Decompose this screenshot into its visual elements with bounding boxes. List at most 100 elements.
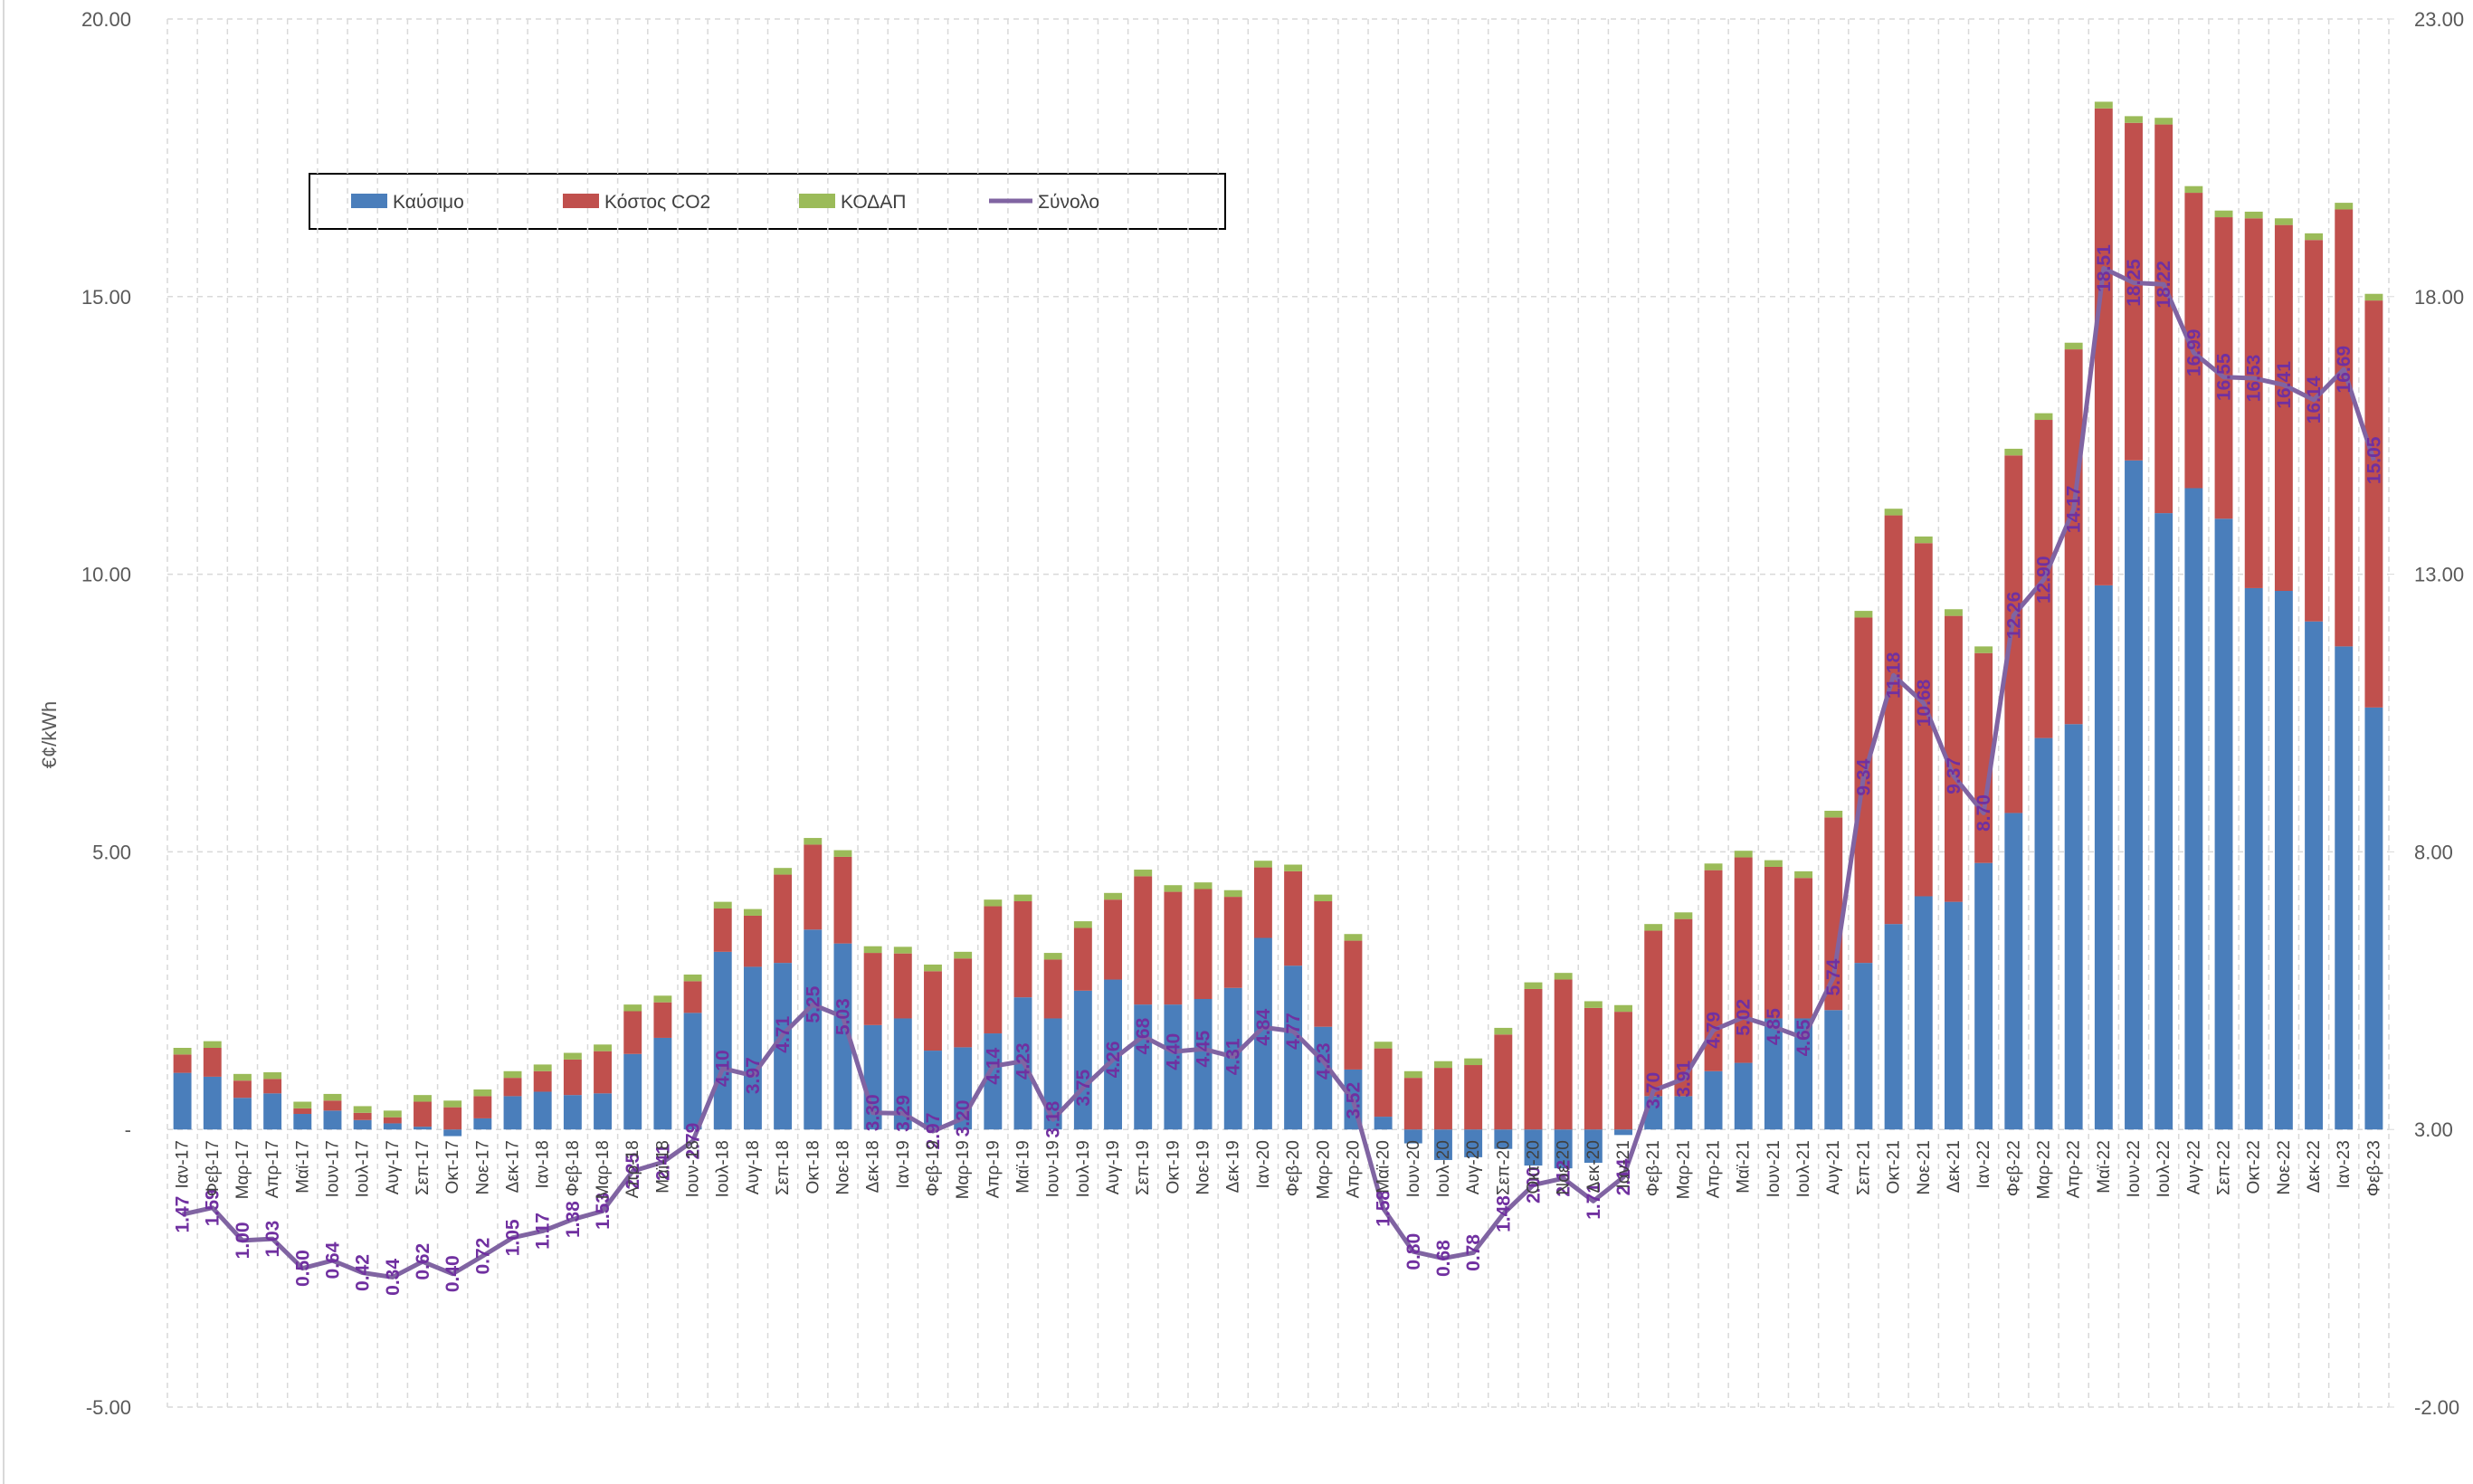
bar-segment (774, 963, 793, 1130)
bar-segment (323, 1110, 342, 1130)
data-label: 15.05 (2364, 436, 2384, 484)
legend-label: ΚΟΔΑΠ (841, 192, 906, 213)
bar-segment (2364, 707, 2383, 1130)
bar-segment (743, 908, 762, 916)
bar-segment (2305, 233, 2324, 241)
data-label: 3.97 (743, 1057, 764, 1094)
x-tick-label: Οκτ-21 (1885, 1140, 1904, 1194)
bar-segment (1134, 1004, 1153, 1130)
bar-segment (1013, 901, 1032, 998)
data-label: 1.71 (1584, 1183, 1604, 1220)
x-tick-label: Ιαν-18 (534, 1140, 553, 1188)
bar-segment (683, 1013, 702, 1130)
x-tick-label: Σεπ-19 (1134, 1140, 1153, 1195)
bar-segment (263, 1093, 282, 1130)
bar-segment (713, 951, 732, 1130)
data-label: 8.70 (1974, 794, 1994, 832)
bar-segment (1614, 1012, 1632, 1130)
data-label: 1.59 (203, 1189, 224, 1226)
x-tick-label: Νοε-20 (1555, 1140, 1574, 1194)
bar-segment (2064, 342, 2083, 350)
bar-segment (833, 850, 852, 857)
bar-segment (954, 958, 973, 1048)
bar-segment (2004, 448, 2023, 456)
bar-segment (1073, 928, 1092, 991)
bar-segment (2034, 737, 2053, 1130)
bar-segment (1914, 536, 1933, 544)
bar-segment (2244, 587, 2263, 1130)
x-tick-label: Σεπ-20 (1494, 1140, 1513, 1195)
bar-segment (2244, 218, 2263, 588)
x-tick-label: Οκτ-17 (443, 1140, 462, 1194)
bar-segment (924, 971, 942, 1051)
bar-segment (1253, 937, 1272, 1130)
x-tick-label: Ιαν-17 (174, 1140, 193, 1188)
bar-segment (1794, 870, 1813, 879)
bar-segment (2184, 193, 2203, 489)
data-label: 4.23 (1313, 1042, 1334, 1080)
legend-swatch (799, 194, 835, 208)
bar-segment (2335, 203, 2354, 210)
data-label: 3.18 (1043, 1100, 1064, 1137)
data-label: 16.69 (2334, 346, 2354, 394)
bar-segment (1884, 924, 1903, 1130)
data-label: 16.55 (2214, 353, 2235, 401)
bar-segment (443, 1129, 462, 1137)
x-tick-label: Δεκ-22 (2305, 1140, 2324, 1193)
bar-segment (2094, 101, 2113, 109)
data-label: 0.50 (292, 1250, 313, 1287)
bar-segment (1704, 870, 1723, 1071)
bar-segment (1253, 867, 1272, 938)
data-label: 14.17 (2064, 486, 2085, 534)
data-label: 1.48 (1493, 1195, 1514, 1232)
x-tick-label: Ιουν-19 (1044, 1140, 1063, 1197)
data-label: 4.26 (1103, 1041, 1124, 1078)
x-tick-label: Νοε-21 (1915, 1140, 1934, 1194)
x-tick-label: Απρ-22 (2065, 1140, 2084, 1198)
bar-segment (2125, 122, 2143, 461)
data-label: 1.05 (503, 1219, 524, 1256)
bar-segment (1945, 901, 1963, 1130)
legend-swatch (351, 194, 387, 208)
line (182, 266, 2376, 1279)
bar-segment (563, 1052, 582, 1060)
data-label: 2.25 (623, 1152, 643, 1189)
x-tick-label: Νοε-17 (473, 1140, 492, 1194)
bar-segment (1584, 1007, 1603, 1130)
bar-segment (1584, 1129, 1603, 1164)
x-tick-label: Δεκ-18 (864, 1140, 883, 1193)
bar-segment (623, 1011, 642, 1054)
bar-segment (1104, 899, 1122, 980)
bar-segment (443, 1100, 462, 1108)
bar-segment (1374, 1117, 1393, 1130)
x-tick-label: Μαϊ-18 (653, 1140, 672, 1194)
x-tick-label: Μαϊ-22 (2095, 1140, 2114, 1194)
bar-segment (263, 1071, 282, 1080)
bar-segment (1854, 963, 1873, 1130)
x-tick-label: Σεπ-22 (2215, 1140, 2234, 1195)
x-tick-label: Φεβ-18 (564, 1140, 583, 1196)
bar-segment (2214, 518, 2233, 1130)
y2-tick-label: -2.00 (2414, 1396, 2459, 1419)
data-label: 3.20 (953, 1099, 974, 1137)
bar-segment (1043, 959, 1062, 1019)
x-tick-label: Δεκ-20 (1584, 1140, 1603, 1193)
bar-segment (173, 1054, 192, 1073)
data-label: 3.30 (863, 1094, 884, 1131)
x-tick-label: Νοε-19 (1194, 1140, 1213, 1194)
bar-segment (924, 1051, 942, 1130)
bar-segment (1704, 1070, 1723, 1130)
bar-segment (1284, 864, 1303, 871)
data-label: 16.41 (2274, 361, 2295, 409)
bar-segment (1554, 973, 1573, 980)
bar-segment (233, 1080, 252, 1099)
bar-segment (1554, 1129, 1573, 1169)
data-label: 4.77 (1283, 1013, 1304, 1050)
bar-segment (1945, 609, 1963, 616)
x-tick-label: Ιουν-18 (684, 1140, 703, 1197)
data-label: 4.45 (1194, 1030, 1214, 1067)
data-label: 3.70 (1643, 1072, 1664, 1109)
bar-segment (2154, 124, 2173, 514)
bar-segment (1614, 1004, 1632, 1013)
